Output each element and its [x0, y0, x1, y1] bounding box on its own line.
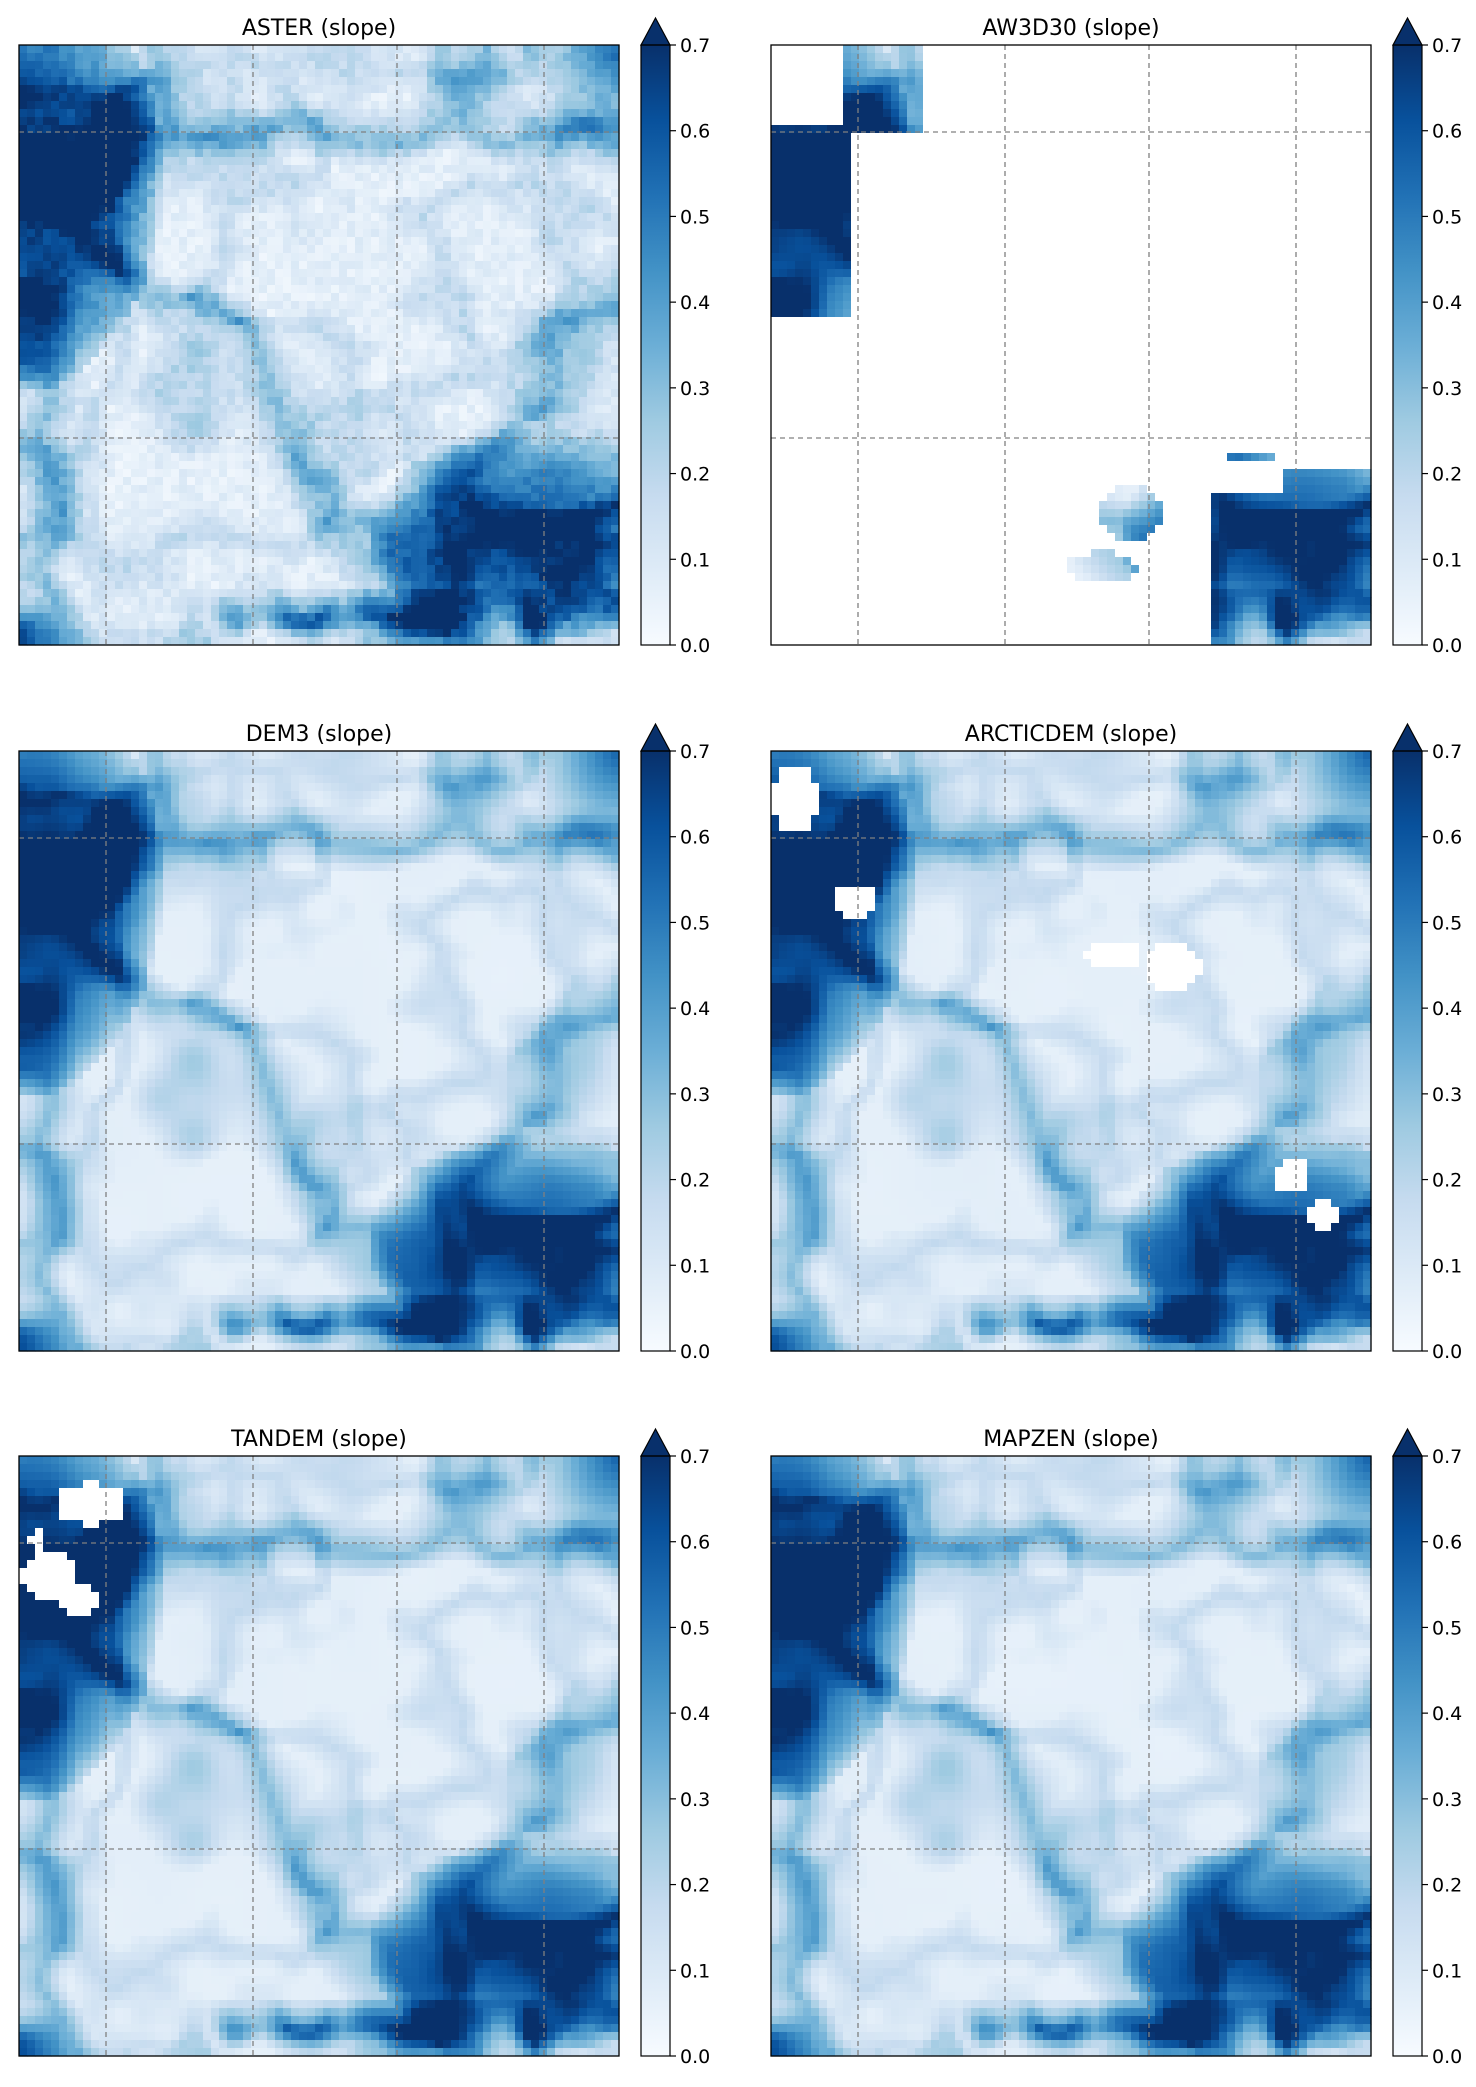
- panel-title: MAPZEN (slope): [983, 1427, 1158, 1452]
- colorbar-tick-label: 0.3: [1432, 378, 1462, 400]
- colorbar: 0.0 0.1 0.2 0.3 0.4 0.5 0.6 0.7: [1393, 1429, 1462, 2068]
- colorbar-tick-label: 0.3: [680, 378, 710, 400]
- colorbar-tick-label: 0.2: [680, 1875, 710, 1897]
- colorbar: 0.0 0.1 0.2 0.3 0.4 0.5 0.6 0.7: [641, 724, 710, 1363]
- colorbar-extend-arrow: [641, 1429, 670, 1456]
- colorbar-tick-label: 0.2: [1432, 1170, 1462, 1192]
- colorbar-tick-label: 0.7: [680, 741, 710, 763]
- colorbar-tick-label: 0.1: [1432, 549, 1462, 571]
- colorbar-tick-label: 0.7: [1432, 741, 1462, 763]
- colorbar-tick-label: 0.5: [1432, 912, 1462, 934]
- colorbar-tick-label: 0.3: [1432, 1084, 1462, 1106]
- panel-1: ASTER (slope) 0.0 0.1 0.2 0.3 0.4 0.5 0.6 0.7: [19, 16, 710, 657]
- panel-2: AW3D30 (slope) 0.0 0.1 0.2 0.3 0.4 0.5 0.6 0.7: [771, 16, 1462, 657]
- slope-raster: [19, 751, 620, 1352]
- colorbar: 0.0 0.1 0.2 0.3 0.4 0.5 0.6 0.7: [1393, 724, 1462, 1363]
- colorbar: 0.0 0.1 0.2 0.3 0.4 0.5 0.6 0.7: [641, 18, 710, 657]
- colorbar-tick-label: 0.1: [680, 1255, 710, 1277]
- colorbar-tick-label: 0.6: [1432, 1532, 1462, 1554]
- colorbar-extend-arrow: [641, 724, 670, 751]
- colorbar-tick-label: 0.2: [680, 1170, 710, 1192]
- colorbar-tick-label: 0.4: [680, 998, 710, 1020]
- colorbar-tick-label: 0.5: [1432, 1617, 1462, 1639]
- colorbar-tick-label: 0.5: [680, 206, 710, 228]
- panel-3: DEM3 (slope) 0.0 0.1 0.2 0.3 0.4 0.5 0.6 0.7: [19, 722, 710, 1363]
- slope-raster: [771, 45, 1372, 646]
- colorbar-tick-label: 0.5: [1432, 206, 1462, 228]
- slope-raster: [771, 1456, 1372, 2057]
- colorbar-tick-label: 0.5: [680, 912, 710, 934]
- colorbar-tick-label: 0.2: [680, 464, 710, 486]
- panel-title: ARCTICDEM (slope): [965, 722, 1177, 747]
- colorbar-tick-label: 0.5: [680, 1617, 710, 1639]
- colorbar-tick-label: 0.7: [1432, 1446, 1462, 1468]
- panel-title: TANDEM (slope): [230, 1427, 407, 1452]
- colorbar-tick-label: 0.7: [680, 1446, 710, 1468]
- colorbar-tick-label: 0.2: [1432, 1875, 1462, 1897]
- colorbar-tick-label: 0.7: [680, 35, 710, 57]
- colorbar-gradient: [641, 1456, 670, 2056]
- colorbar-tick-label: 0.1: [1432, 1255, 1462, 1277]
- panel-title: ASTER (slope): [242, 16, 396, 41]
- colorbar-gradient: [641, 45, 670, 645]
- colorbar-tick-label: 0.0: [1432, 2046, 1462, 2068]
- colorbar-tick-label: 0.0: [1432, 635, 1462, 657]
- colorbar-tick-label: 0.4: [1432, 292, 1462, 314]
- colorbar-tick-label: 0.3: [1432, 1789, 1462, 1811]
- colorbar-extend-arrow: [1393, 18, 1422, 45]
- colorbar-tick-label: 0.1: [680, 549, 710, 571]
- panel-6: MAPZEN (slope) 0.0 0.1 0.2 0.3 0.4 0.5 0.6 0.7: [771, 1427, 1462, 2068]
- colorbar-tick-label: 0.3: [680, 1084, 710, 1106]
- panel-5: TANDEM (slope) 0.0 0.1 0.2 0.3 0.4 0.5 0.6 0.7: [19, 1427, 710, 2068]
- colorbar-tick-label: 0.6: [680, 121, 710, 143]
- colorbar-tick-label: 0.4: [680, 292, 710, 314]
- colorbar-tick-label: 0.3: [680, 1789, 710, 1811]
- colorbar-tick-label: 0.4: [680, 1703, 710, 1725]
- slope-raster: [19, 45, 620, 646]
- slope-raster: [771, 751, 1372, 1352]
- colorbar-gradient: [1393, 1456, 1422, 2056]
- colorbar-tick-label: 0.7: [1432, 35, 1462, 57]
- colorbar-gradient: [1393, 45, 1422, 645]
- panel-title: AW3D30 (slope): [982, 16, 1159, 41]
- colorbar-tick-label: 0.2: [1432, 464, 1462, 486]
- colorbar: 0.0 0.1 0.2 0.3 0.4 0.5 0.6 0.7: [641, 1429, 710, 2068]
- colorbar-tick-label: 0.1: [1432, 1960, 1462, 1982]
- colorbar-gradient: [1393, 751, 1422, 1351]
- colorbar-tick-label: 0.6: [680, 1532, 710, 1554]
- colorbar-tick-label: 0.0: [1432, 1341, 1462, 1363]
- panel-title: DEM3 (slope): [246, 722, 393, 747]
- colorbar-tick-label: 0.1: [680, 1960, 710, 1982]
- colorbar-tick-label: 0.4: [1432, 998, 1462, 1020]
- colorbar-extend-arrow: [1393, 724, 1422, 751]
- colorbar-tick-label: 0.4: [1432, 1703, 1462, 1725]
- slope-raster: [19, 1456, 620, 2057]
- colorbar-extend-arrow: [1393, 1429, 1422, 1456]
- colorbar-gradient: [641, 751, 670, 1351]
- colorbar-tick-label: 0.0: [680, 2046, 710, 2068]
- colorbar: 0.0 0.1 0.2 0.3 0.4 0.5 0.6 0.7: [1393, 18, 1462, 657]
- colorbar-tick-label: 0.6: [1432, 121, 1462, 143]
- panel-4: ARCTICDEM (slope)0.00.10.20.30.40.50.60.…: [771, 722, 1462, 1363]
- colorbar-tick-label: 0.0: [680, 635, 710, 657]
- colorbar-tick-label: 0.6: [680, 827, 710, 849]
- colorbar-tick-label: 0.6: [1432, 827, 1462, 849]
- colorbar-extend-arrow: [641, 18, 670, 45]
- colorbar-tick-label: 0.0: [680, 1341, 710, 1363]
